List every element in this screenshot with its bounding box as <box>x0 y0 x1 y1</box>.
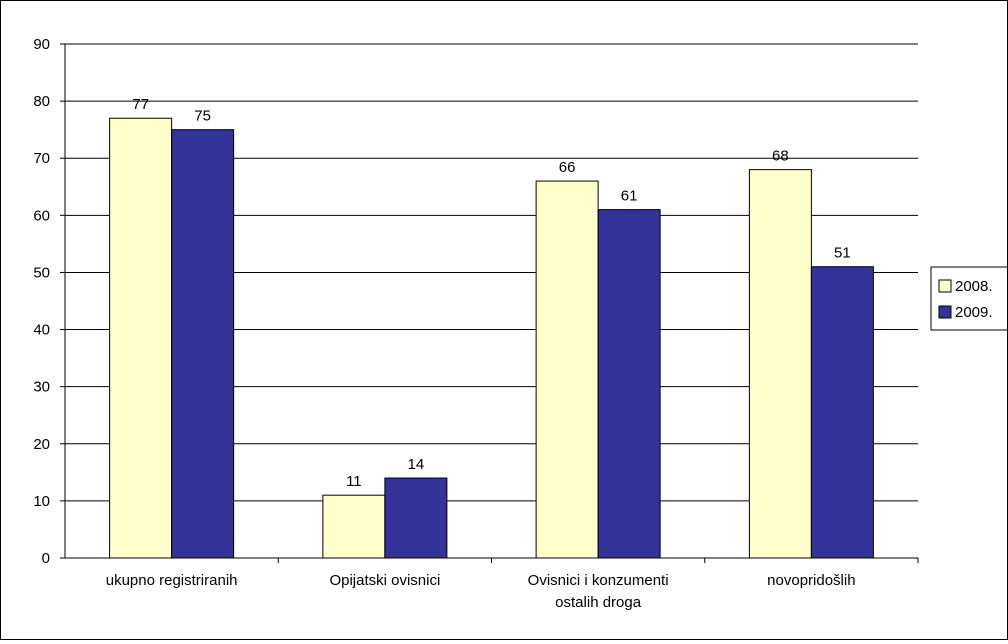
bar-2009-2 <box>598 210 660 558</box>
data-label: 11 <box>346 473 362 490</box>
y-tick-label: 20 <box>33 436 50 453</box>
x-category-label: novopridošlih <box>767 572 855 589</box>
data-label: 68 <box>772 148 789 165</box>
y-tick-label: 30 <box>33 379 50 396</box>
data-label: 14 <box>408 456 425 473</box>
data-label: 51 <box>834 245 851 262</box>
data-labels: 77 75 11 14 66 61 68 51 <box>132 96 850 490</box>
legend-swatch <box>939 306 951 318</box>
x-category-label: ukupno registriranih <box>106 572 238 589</box>
bar-2009-1 <box>385 478 447 558</box>
bar-2009-0 <box>172 130 234 558</box>
data-label: 66 <box>559 159 576 176</box>
bars <box>110 118 874 558</box>
bar-2008-2 <box>536 181 598 558</box>
y-tick-label: 80 <box>33 93 50 110</box>
legend-label: 2009. <box>955 304 993 321</box>
y-tick-label: 90 <box>33 36 50 53</box>
x-category-label: Ovisnici i konzumenti <box>528 572 669 589</box>
bar-2009-3 <box>811 267 873 558</box>
legend-label: 2008. <box>955 278 993 295</box>
y-tick-label: 40 <box>33 322 50 339</box>
y-tick-label: 60 <box>33 207 50 224</box>
bar-2008-1 <box>323 495 385 558</box>
x-category-label: ostalih droga <box>555 594 642 611</box>
bar-2008-3 <box>749 170 811 558</box>
y-tick-label: 70 <box>33 150 50 167</box>
data-label: 77 <box>132 96 149 113</box>
y-tick-label: 0 <box>42 550 50 567</box>
y-tick-label: 50 <box>33 264 50 281</box>
legend: 2008. 2009. <box>931 267 1007 330</box>
data-label: 61 <box>621 188 638 205</box>
bar-2008-0 <box>110 118 172 558</box>
legend-swatch <box>939 280 951 292</box>
x-category-label: Opijatski ovisnici <box>329 572 440 589</box>
data-label: 75 <box>194 108 211 125</box>
y-tick-label: 10 <box>33 493 50 510</box>
